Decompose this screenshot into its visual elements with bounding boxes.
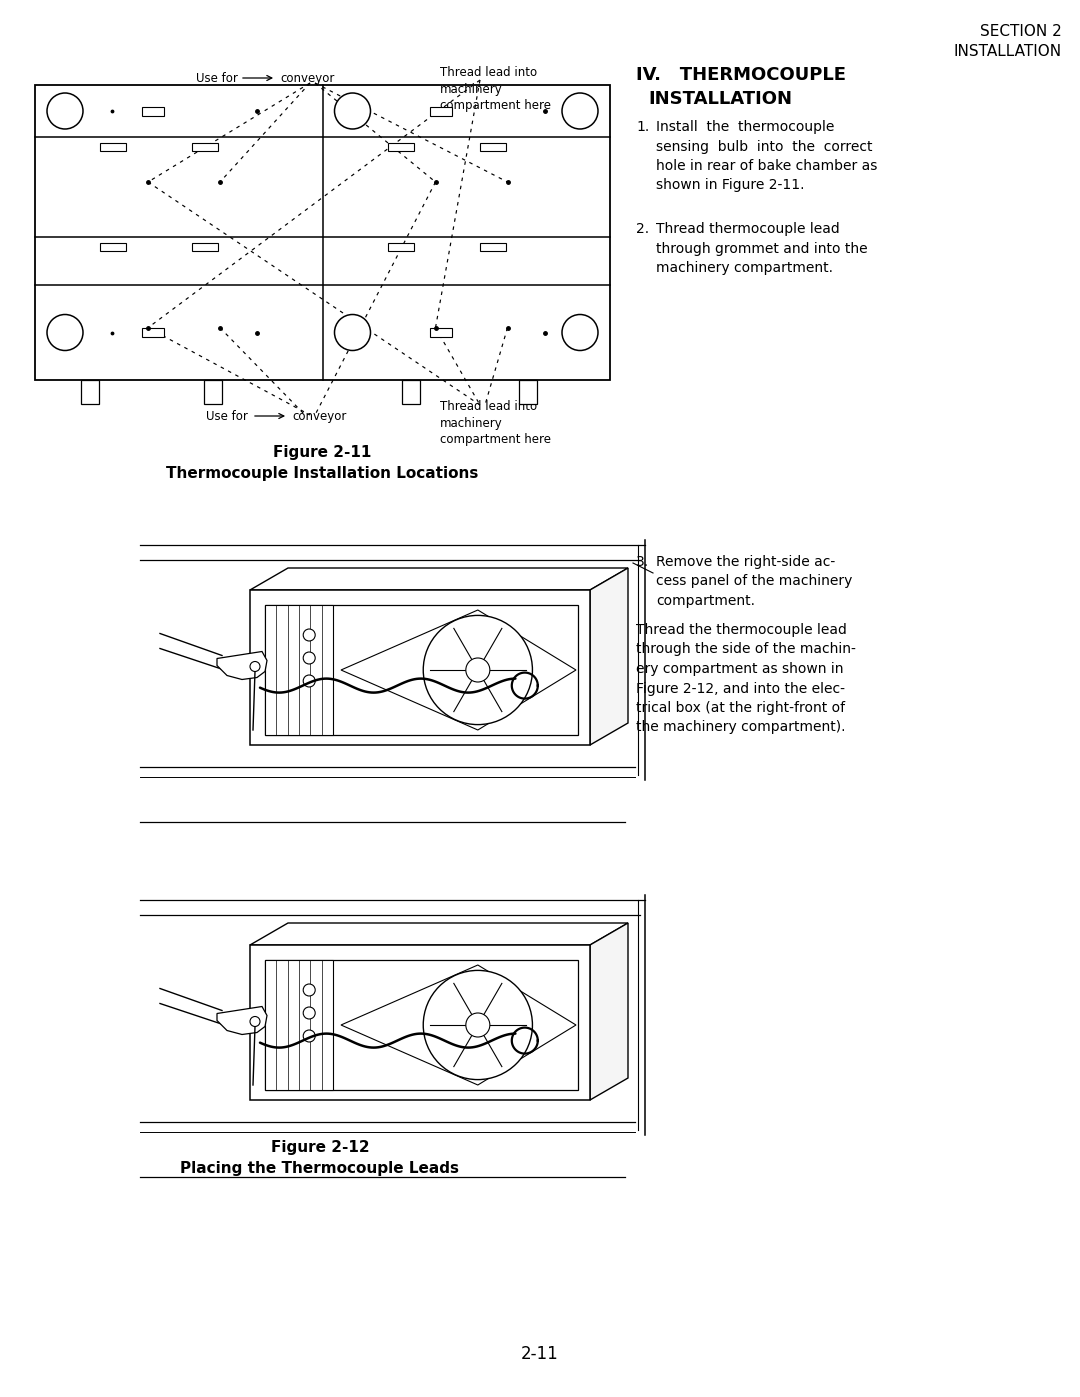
Bar <box>81 380 99 404</box>
Text: Remove the right-side ac-
cess panel of the machinery
compartment.: Remove the right-side ac- cess panel of … <box>656 555 852 608</box>
Circle shape <box>303 629 315 641</box>
Text: 1.: 1. <box>636 120 649 134</box>
Text: Thread lead into
machinery
compartment here: Thread lead into machinery compartment h… <box>440 66 551 112</box>
Text: Figure 2-12: Figure 2-12 <box>271 1140 369 1155</box>
Polygon shape <box>249 923 627 944</box>
Circle shape <box>335 314 370 351</box>
Text: INSTALLATION: INSTALLATION <box>648 89 792 108</box>
Bar <box>100 243 126 251</box>
Bar <box>100 142 126 151</box>
Text: Use for: Use for <box>206 409 248 423</box>
Bar <box>402 380 419 404</box>
Text: Figure 2-11: Figure 2-11 <box>273 446 372 460</box>
Bar <box>35 85 610 380</box>
Polygon shape <box>217 651 267 679</box>
Bar <box>141 106 164 116</box>
Bar <box>192 142 218 151</box>
Polygon shape <box>341 965 576 1085</box>
Circle shape <box>249 662 260 672</box>
Polygon shape <box>249 569 627 590</box>
Bar <box>480 243 505 251</box>
Bar <box>265 960 333 1090</box>
Bar <box>265 605 578 735</box>
Polygon shape <box>217 1006 267 1035</box>
Circle shape <box>303 1007 315 1018</box>
Bar <box>430 328 451 337</box>
Bar <box>192 243 218 251</box>
Text: Thermocouple Installation Locations: Thermocouple Installation Locations <box>166 467 478 481</box>
Circle shape <box>303 983 315 996</box>
Circle shape <box>465 658 490 682</box>
Text: Thread thermocouple lead
through grommet and into the
machinery compartment.: Thread thermocouple lead through grommet… <box>656 222 867 275</box>
Bar <box>480 142 505 151</box>
Text: 3.: 3. <box>636 555 649 569</box>
Text: SECTION 2: SECTION 2 <box>981 24 1062 39</box>
Bar <box>518 380 537 404</box>
Bar <box>265 605 333 735</box>
Text: Thread the thermocouple lead
through the side of the machin-
ery compartment as : Thread the thermocouple lead through the… <box>636 623 855 735</box>
Bar <box>388 142 414 151</box>
Circle shape <box>562 94 598 129</box>
Polygon shape <box>590 923 627 1099</box>
Circle shape <box>48 94 83 129</box>
Text: conveyor: conveyor <box>280 73 335 85</box>
Bar <box>388 243 414 251</box>
Circle shape <box>303 1030 315 1042</box>
Text: Install  the  thermocouple
sensing  bulb  into  the  correct
hole in rear of bak: Install the thermocouple sensing bulb in… <box>656 120 877 193</box>
Circle shape <box>423 616 532 725</box>
Text: conveyor: conveyor <box>292 409 347 423</box>
Text: INSTALLATION: INSTALLATION <box>954 43 1062 59</box>
Bar <box>249 590 590 745</box>
Bar <box>430 106 451 116</box>
Text: Thread lead into
machinery
compartment here: Thread lead into machinery compartment h… <box>440 400 551 446</box>
Bar <box>265 960 578 1090</box>
Text: 2.: 2. <box>636 222 649 236</box>
Text: Placing the Thermocouple Leads: Placing the Thermocouple Leads <box>180 1161 459 1176</box>
Circle shape <box>465 1013 490 1037</box>
Text: Use for: Use for <box>197 73 238 85</box>
Bar <box>249 944 590 1099</box>
Circle shape <box>303 675 315 687</box>
Polygon shape <box>590 569 627 745</box>
Circle shape <box>303 652 315 664</box>
Bar <box>141 328 164 337</box>
Circle shape <box>335 94 370 129</box>
Circle shape <box>562 314 598 351</box>
Circle shape <box>423 971 532 1080</box>
Bar <box>204 380 222 404</box>
Text: IV.   THERMOCOUPLE: IV. THERMOCOUPLE <box>636 66 846 84</box>
Polygon shape <box>341 610 576 731</box>
Circle shape <box>249 1017 260 1027</box>
Text: 2-11: 2-11 <box>522 1345 558 1363</box>
Circle shape <box>48 314 83 351</box>
